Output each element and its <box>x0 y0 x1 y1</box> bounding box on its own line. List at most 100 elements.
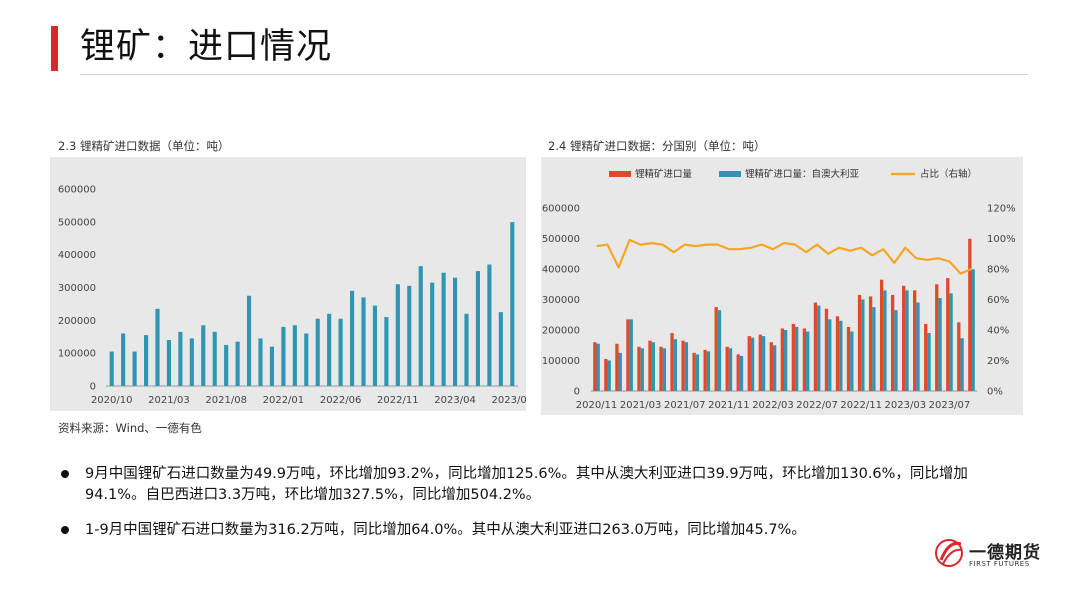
bar-total <box>615 343 619 391</box>
bar-australia <box>618 352 622 391</box>
y2-tick-label: 120% <box>987 204 1016 215</box>
chart1-svg: 0 100000 200000 300000 400000 500000 600000 202… <box>58 185 533 407</box>
bar <box>109 351 114 386</box>
company-logo: 一德期货 FIRST FUTURES <box>935 534 1045 574</box>
legend-swatch-total <box>609 171 631 177</box>
bar-total <box>868 296 873 391</box>
y-tick-label: 500000 <box>58 217 96 228</box>
bar-australia <box>850 331 854 391</box>
bar-australia <box>629 319 633 391</box>
x-tick-label: 2021/07 <box>664 400 706 411</box>
bar-total <box>935 284 939 391</box>
bar-total <box>857 294 862 391</box>
x-tick-label: 2022/01 <box>263 395 305 406</box>
bar-total <box>692 352 696 391</box>
bar-australia <box>684 342 689 391</box>
y-tick-label: 100000 <box>58 349 96 360</box>
legend-swatch-australia <box>719 171 741 177</box>
bar <box>235 341 240 386</box>
bar-total <box>747 336 751 391</box>
y2-tick-label: 0% <box>987 387 1003 398</box>
bar-australia <box>673 339 678 391</box>
bar <box>132 351 137 386</box>
bar-total <box>890 294 895 391</box>
bar <box>384 317 389 386</box>
y-tick-label: 600000 <box>542 204 580 215</box>
bar <box>498 312 503 386</box>
y-tick-label: 400000 <box>542 265 580 276</box>
bar-total <box>593 342 597 391</box>
bar-total <box>968 238 972 391</box>
x-tick-label: 2021/03 <box>620 400 662 411</box>
bar-australia <box>817 305 821 391</box>
bullet-text: 1-9月中国锂矿石进口数量为316.2万吨，同比增加64.0%。其中从澳大利亚进… <box>85 522 806 538</box>
chart2-title: 2.4 锂精矿进口数据：分国别（单位：吨） <box>548 139 766 153</box>
bar <box>464 313 469 386</box>
bar <box>349 290 355 386</box>
bar-australia <box>828 319 832 391</box>
bar <box>155 308 160 386</box>
bar-total <box>913 290 917 391</box>
x-tick-label: 2022/07 <box>796 400 838 411</box>
bar <box>269 346 275 386</box>
bar-total <box>736 354 740 391</box>
bar-total <box>824 308 829 391</box>
title-accent-bar <box>51 26 58 71</box>
bar-australia <box>706 351 711 391</box>
bar-total <box>946 278 950 391</box>
title-divider <box>80 74 1028 75</box>
bar-australia <box>839 320 843 391</box>
logo-name: 一德期货 <box>969 543 1041 563</box>
bar-total <box>648 340 652 391</box>
bar-total <box>924 323 928 391</box>
bar-australia <box>728 348 733 391</box>
bar-total <box>637 346 641 391</box>
bar-total <box>714 307 718 391</box>
bar <box>189 338 194 386</box>
bar <box>166 340 172 386</box>
bar-australia <box>795 326 799 391</box>
y-tick-label: 100000 <box>542 356 580 367</box>
bar-total <box>957 322 961 391</box>
legend-label-share: 占比（右轴） <box>920 168 977 180</box>
bullet-text: 9月中国锂矿石进口数量为49.9万吨，环比增加93.2%，同比增加125.6%。… <box>85 466 968 503</box>
bar-total <box>626 319 630 391</box>
bar-australia <box>960 338 964 391</box>
legend-label-australia: 锂精矿进口量：自澳大利亚 <box>745 168 860 180</box>
bar-total <box>769 342 773 391</box>
bar-australia <box>596 343 600 391</box>
logo-mark-icon <box>935 539 963 567</box>
bar <box>304 333 309 386</box>
bar <box>407 285 412 386</box>
x-tick-label: 2021/08 <box>205 395 247 406</box>
bar <box>143 335 149 386</box>
bar <box>510 222 515 386</box>
bar-australia <box>750 337 755 391</box>
bar-total <box>758 334 762 391</box>
bar-total <box>703 349 707 391</box>
y-tick-label: 200000 <box>58 316 96 327</box>
bar <box>212 331 217 386</box>
logo-name-en: FIRST FUTURES <box>969 560 1030 568</box>
page-title: 锂矿：进口情况 <box>80 27 333 67</box>
bullet-dot <box>61 526 69 534</box>
x-tick-label: 2023/09 <box>492 395 526 406</box>
bar-australia <box>607 360 611 391</box>
x-tick-label: 2021/11 <box>708 400 750 411</box>
bar <box>246 295 252 386</box>
bar-total <box>791 323 796 391</box>
y-tick-label: 600000 <box>58 185 96 196</box>
bullet-list: 9月中国锂矿石进口数量为49.9万吨，环比增加93.2%，同比增加125.6%。… <box>58 464 1018 555</box>
x-tick-label: 2022/11 <box>840 400 882 411</box>
bar <box>441 272 446 386</box>
bar-australia <box>949 293 953 391</box>
bar-australia <box>872 307 876 391</box>
bar <box>338 318 343 386</box>
bar <box>327 313 332 386</box>
bar <box>487 264 492 386</box>
bar-australia <box>651 342 655 391</box>
bar-total <box>659 346 663 391</box>
bullet-item: 9月中国锂矿石进口数量为49.9万吨，环比增加93.2%，同比增加125.6%。… <box>58 464 1018 506</box>
y-tick-label: 200000 <box>542 326 580 337</box>
bar-total <box>902 285 906 391</box>
